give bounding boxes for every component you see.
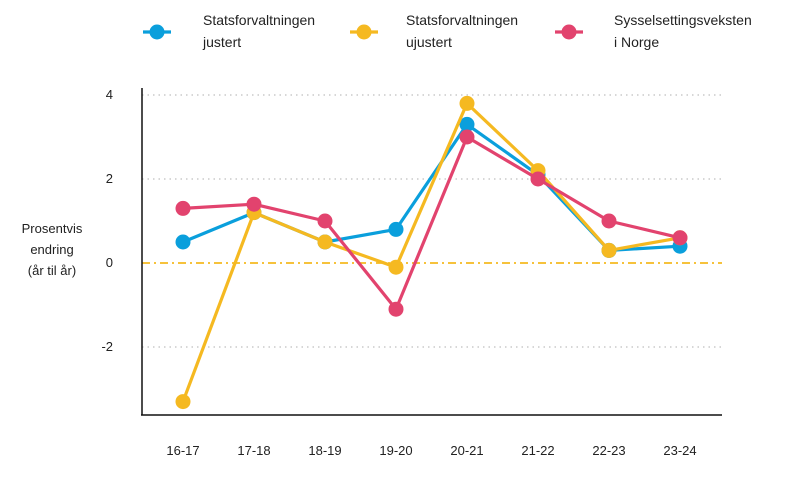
legend-marker	[149, 24, 165, 40]
legend-label: Statsforvaltningen	[406, 12, 518, 28]
series-layer	[175, 95, 688, 410]
data-point	[246, 196, 262, 212]
data-point	[388, 301, 404, 317]
data-point	[459, 129, 475, 145]
legend-item-2: Sysselsettingsveksten i Norge	[555, 12, 752, 50]
data-point	[317, 234, 333, 250]
y-tick-label: -2	[101, 339, 113, 354]
data-point	[175, 394, 191, 410]
legend-marker	[561, 24, 577, 40]
data-point	[459, 116, 475, 132]
data-point	[388, 259, 404, 275]
y-tick-label: 4	[106, 87, 113, 102]
data-point	[388, 221, 404, 237]
data-point	[601, 213, 617, 229]
x-tick-label: 18-19	[308, 443, 341, 458]
data-point	[672, 230, 688, 246]
grid	[142, 94, 722, 348]
series-2	[175, 129, 688, 317]
x-tick-label: 19-20	[379, 443, 412, 458]
data-point	[601, 242, 617, 258]
legend-label: Statsforvaltningen	[203, 12, 315, 28]
x-tick-label: 21-22	[521, 443, 554, 458]
x-tick-label: 22-23	[592, 443, 625, 458]
legend-marker	[356, 24, 372, 40]
legend: StatsforvaltningenjustertStatsforvaltnin…	[143, 12, 752, 50]
data-point	[317, 213, 333, 229]
data-point	[175, 234, 191, 250]
y-axis-label-line: (år til år)	[28, 263, 76, 278]
axes	[141, 88, 722, 416]
data-point	[459, 95, 475, 111]
legend-item-0: Statsforvaltningen justert	[143, 12, 315, 50]
y-tick-label: 0	[106, 255, 113, 270]
series-line-1	[181, 101, 682, 404]
legend-label: i Norge	[614, 34, 659, 50]
data-point	[530, 171, 546, 187]
y-tick-label: 2	[106, 171, 113, 186]
data-point	[175, 200, 191, 216]
legend-label: ujustert	[406, 34, 452, 50]
legend-label: justert	[202, 34, 241, 50]
x-axis-ticks: 16-17 17-18 18-19 19-20 20-21 21-22 22-23 23-24	[166, 443, 696, 458]
y-axis-ticks: -2 0 2 4	[101, 87, 113, 354]
x-tick-label: 16-17	[166, 443, 199, 458]
legend-item-1: Statsforvaltningen ujustert	[350, 12, 518, 50]
y-axis-label-line: Prosentvis	[22, 221, 83, 236]
series-1	[175, 95, 688, 410]
y-axis-label-line: endring	[30, 242, 73, 257]
y-axis-label: Prosentvis endring (år til år)	[22, 221, 83, 278]
legend-label: Sysselsettingsveksten	[614, 12, 752, 28]
x-tick-label: 17-18	[237, 443, 270, 458]
x-tick-label: 20-21	[450, 443, 483, 458]
x-tick-label: 23-24	[663, 443, 696, 458]
series-line-2	[181, 135, 682, 311]
